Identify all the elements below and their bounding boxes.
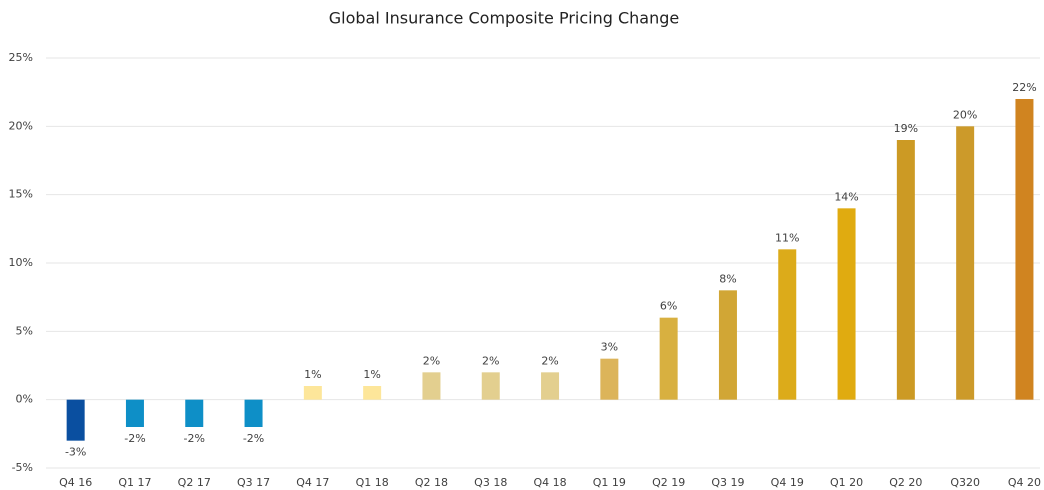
bar <box>718 290 737 400</box>
x-tick-label: Q3 18 <box>474 476 507 489</box>
data-label: 11% <box>775 231 799 244</box>
data-label: 20% <box>953 108 977 121</box>
x-tick-label: Q2 20 <box>889 476 922 489</box>
data-label: -2% <box>243 432 264 445</box>
bar <box>659 317 678 400</box>
bar <box>1015 99 1034 400</box>
data-label: -2% <box>184 432 205 445</box>
x-tick-label: Q2 19 <box>652 476 685 489</box>
bar <box>303 386 322 400</box>
x-tick-label: Q1 17 <box>118 476 151 489</box>
data-label: -3% <box>65 446 86 459</box>
bar <box>422 372 441 400</box>
data-label: 19% <box>894 122 918 135</box>
bar <box>956 126 975 400</box>
x-tick-label: Q2 17 <box>178 476 211 489</box>
y-tick-label: 5% <box>16 324 33 337</box>
chart-title: Global Insurance Composite Pricing Chang… <box>329 9 679 28</box>
x-tick-label: Q3 17 <box>237 476 270 489</box>
data-label: 1% <box>363 368 380 381</box>
bar <box>363 386 382 400</box>
data-label: 1% <box>304 368 321 381</box>
bar <box>185 399 204 427</box>
y-tick-label: 10% <box>9 256 33 269</box>
bar <box>896 140 915 400</box>
x-tick-label: Q1 18 <box>356 476 389 489</box>
bar <box>541 372 560 400</box>
y-tick-label: 25% <box>9 51 33 64</box>
x-tick-label: Q1 20 <box>830 476 863 489</box>
y-tick-label: 20% <box>9 119 33 132</box>
data-label: 2% <box>423 354 440 367</box>
data-label: 2% <box>482 354 499 367</box>
x-tick-label: Q4 18 <box>533 476 566 489</box>
x-tick-label: Q4 20 <box>1008 476 1041 489</box>
x-tick-label: Q320 <box>950 476 980 489</box>
bar <box>837 208 856 400</box>
y-tick-label: 0% <box>16 393 33 406</box>
data-label: -2% <box>124 432 145 445</box>
bar <box>778 249 797 400</box>
x-tick-label: Q4 17 <box>296 476 329 489</box>
bar <box>66 399 85 441</box>
x-tick-label: Q4 16 <box>59 476 92 489</box>
bar <box>125 399 144 427</box>
data-label: 8% <box>719 272 736 285</box>
bar <box>244 399 263 427</box>
bar <box>481 372 500 400</box>
x-tick-label: Q2 18 <box>415 476 448 489</box>
y-tick-label: 15% <box>9 188 33 201</box>
x-tick-label: Q4 19 <box>771 476 804 489</box>
data-label: 2% <box>541 354 558 367</box>
data-label: 6% <box>660 300 677 313</box>
x-tick-label: Q3 19 <box>711 476 744 489</box>
data-label: 22% <box>1012 81 1036 94</box>
data-label: 14% <box>834 190 858 203</box>
data-label: 3% <box>601 341 618 354</box>
y-tick-label: -5% <box>12 461 33 474</box>
bar <box>600 358 619 400</box>
x-tick-label: Q1 19 <box>593 476 626 489</box>
